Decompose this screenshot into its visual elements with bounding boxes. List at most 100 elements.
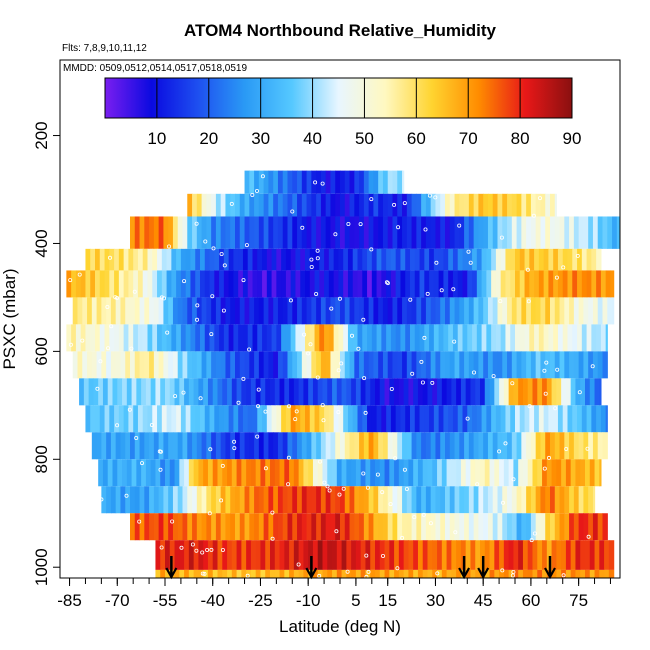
heat-cell [284, 569, 290, 578]
heat-cell [101, 432, 107, 460]
sample-dot [300, 225, 305, 230]
heat-cell [130, 432, 136, 460]
heat-cell [144, 297, 150, 325]
heat-cell [499, 459, 505, 487]
heat-cell [292, 297, 298, 325]
heat-cell [139, 486, 145, 514]
sample-dot [255, 434, 260, 439]
heat-cell [320, 513, 327, 541]
heat-cell [540, 216, 546, 249]
sample-dot [194, 317, 199, 322]
heat-cell [246, 569, 252, 578]
heat-cell [351, 459, 357, 487]
heat-cell [370, 378, 376, 406]
heat-cell [505, 270, 511, 298]
heat-cell [472, 270, 478, 298]
heat-cell [400, 324, 406, 352]
heat-cell [537, 569, 543, 578]
heat-cell [249, 170, 255, 194]
heat-cell [266, 324, 273, 352]
heat-cell [476, 324, 483, 352]
heat-cell [565, 540, 572, 570]
sample-dot [195, 303, 200, 308]
heat-cell [545, 193, 551, 217]
heat-cell [473, 486, 480, 514]
heat-cell [553, 405, 559, 433]
heat-cell [336, 569, 343, 578]
heat-cell [109, 405, 115, 433]
heat-cell [235, 216, 241, 249]
heat-cell [483, 486, 489, 514]
heat-cell [468, 216, 475, 249]
heat-cell [115, 297, 122, 325]
heat-cell [367, 248, 373, 271]
heat-cell [392, 513, 398, 541]
profile-arrow [305, 556, 318, 580]
heat-cell [336, 459, 343, 487]
heat-cell [382, 216, 389, 249]
heat-cell [546, 378, 553, 406]
heat-cell [585, 569, 591, 578]
sample-dot [358, 222, 363, 227]
heat-cell [604, 569, 610, 578]
heat-cell [397, 513, 403, 541]
heat-cell [328, 324, 335, 352]
heat-cell [597, 351, 604, 379]
heat-cell [239, 216, 246, 249]
heat-cell [125, 351, 131, 379]
heat-cell [497, 486, 503, 514]
heat-cell [187, 513, 193, 541]
sample-dot [364, 553, 369, 558]
heat-cell [228, 248, 235, 271]
heat-cell [316, 486, 322, 514]
heat-cell [402, 432, 408, 460]
heat-cell [263, 170, 270, 194]
heat-cell [128, 270, 134, 298]
heat-cell [223, 324, 230, 352]
heat-cell [357, 270, 363, 298]
heat-cell [149, 216, 155, 249]
heat-cell [274, 378, 281, 406]
heat-cell [589, 569, 596, 578]
sample-dot [321, 418, 326, 423]
x-tick-label: -40 [200, 591, 225, 610]
heat-cell [333, 248, 340, 271]
heat-cell [510, 405, 516, 433]
sample-dot [412, 515, 417, 520]
heat-cell [570, 378, 577, 406]
heat-cell [475, 378, 481, 406]
heat-cell [437, 459, 443, 487]
heat-cell [238, 270, 244, 298]
heat-cell [254, 351, 260, 379]
heat-cell [473, 432, 480, 460]
heat-cell [594, 459, 600, 487]
heat-cell [403, 459, 410, 487]
sample-dot [361, 317, 366, 322]
heat-cell [402, 193, 408, 217]
heat-cell [335, 170, 341, 194]
heat-cell [475, 459, 481, 487]
heat-cell [449, 297, 456, 325]
heat-cell [583, 351, 589, 379]
heat-cell [171, 324, 177, 352]
heat-cell [200, 324, 206, 352]
heat-cell [263, 351, 270, 379]
heat-cell [440, 351, 446, 379]
heat-cell [524, 248, 530, 271]
heat-cell [333, 405, 340, 433]
heat-cell [118, 324, 125, 352]
heat-cell [316, 216, 322, 249]
heat-cell [596, 405, 602, 433]
colorbar-tick-label: 70 [459, 129, 478, 148]
heat-cell [550, 193, 556, 217]
heat-cell [247, 248, 254, 271]
sample-dot [222, 263, 227, 268]
heat-cell [548, 405, 554, 433]
sample-dot [270, 536, 275, 541]
heat-cell [567, 270, 573, 298]
heat-cell [580, 540, 586, 570]
heat-cell [507, 193, 513, 217]
colorbar-tick-label: 90 [563, 129, 582, 148]
heat-cell [212, 459, 219, 487]
heat-cell [268, 486, 274, 514]
